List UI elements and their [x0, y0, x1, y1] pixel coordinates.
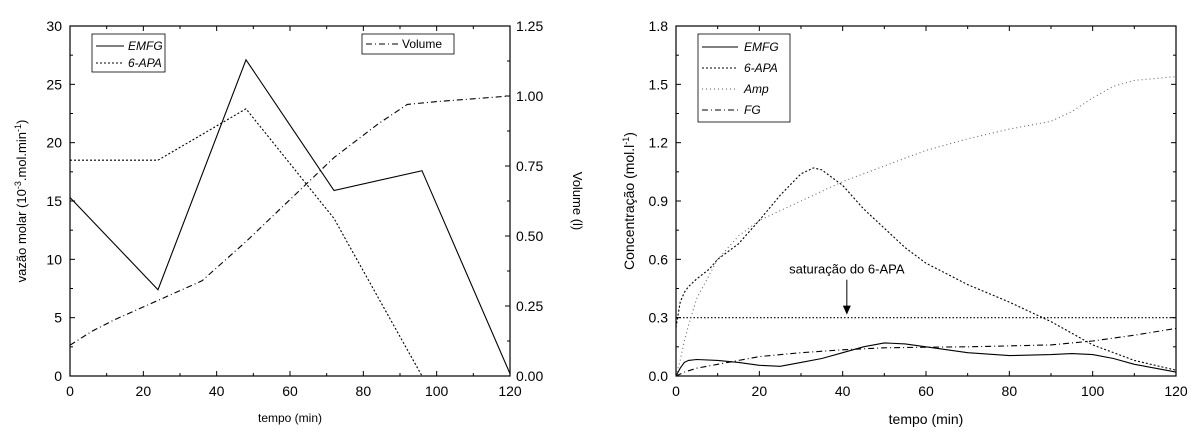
right-y-axis-label-end: ) [621, 132, 637, 137]
right-x-tick-label: 80 [1002, 383, 1018, 399]
annotation-arrow-head [842, 305, 851, 315]
right-y-tick-label: 1.2 [649, 135, 669, 151]
right-y-axis-label-sup: -1 [621, 137, 631, 145]
left-plot-frame [69, 25, 511, 377]
right-y-tick-label: 0.9 [649, 193, 669, 209]
left-y2-ticks: 0.00 0.25 0.50 0.75 1.00 1.25 [505, 18, 543, 384]
left-y-axis-label-main: vazão molar (10 [14, 189, 29, 282]
left-y-axis-label-rest: .mol.min [14, 132, 29, 181]
left-y2-tick-label: 0.75 [516, 158, 543, 174]
left-series-volume [69, 95, 511, 346]
right-y-axis-label: Concentração (mol.l-1) [621, 132, 637, 270]
left-series-emfg [69, 58, 511, 374]
left-y2-tick-label: 0.25 [516, 298, 543, 314]
left-y2-tick-label: 1.25 [516, 18, 543, 34]
left-y-tick-label: 30 [46, 18, 62, 34]
right-y-tick-label: 0.3 [649, 310, 669, 326]
right-x-ticks: 0 20 40 60 80 100 120 [672, 26, 1188, 399]
right-y-ticks: 0.0 0.3 0.6 0.9 1.2 1.5 1.8 [649, 18, 1176, 384]
left-series-6-apa [70, 108, 423, 377]
right-y-tick-label: 1.8 [649, 18, 669, 34]
left-y-tick-label: 5 [54, 310, 62, 326]
left-y-axis-label-end: ) [14, 120, 29, 124]
left-series [69, 58, 511, 377]
left-y-axis-label: vazão molar (10-3.mol.min-1) [13, 120, 29, 283]
legend-label-6apa: 6-APA [128, 56, 162, 70]
left-y2-axis-label: Volume (l) [570, 172, 585, 231]
right-x-tick-label: 0 [672, 383, 680, 399]
left-chart: 0 20 40 60 80 100 120 0 5 10 15 20 25 30 0.00 0.25 0.5… [13, 18, 585, 425]
left-y2-tick-label: 1.00 [516, 88, 543, 104]
left-legend-main: EMFG 6-APA [91, 33, 166, 73]
right-y-axis-label-main: Concentração (mol.l [621, 145, 637, 270]
right-series [675, 76, 1177, 377]
right-x-tick-label: 20 [752, 383, 768, 399]
left-y-tick-label: 15 [46, 193, 62, 209]
right-x-axis-label: tempo (min) [889, 411, 964, 427]
right-series-fg [675, 327, 1177, 377]
legend-label-fg: FG [744, 103, 761, 117]
left-y-ticks: 0 5 10 15 20 25 30 [46, 18, 75, 384]
left-y-axis-label-sup2: -1 [13, 124, 23, 132]
legend-label-emfg: EMFG [128, 39, 163, 53]
left-y2-tick-label: 0.50 [516, 228, 543, 244]
right-x-tick-label: 40 [835, 383, 851, 399]
saturation-annotation: saturação do 6-APA [789, 262, 905, 315]
left-y2-tick-label: 0.00 [516, 368, 543, 384]
right-series-6-apa [675, 167, 1177, 371]
right-series-emfg [675, 342, 1177, 377]
left-x-axis-label: tempo (min) [258, 411, 322, 425]
left-x-tick-label: 0 [66, 383, 74, 399]
left-x-tick-label: 80 [356, 383, 372, 399]
left-y-tick-label: 20 [46, 135, 62, 151]
right-legend-box [697, 33, 791, 123]
right-y-tick-label: 1.5 [649, 76, 669, 92]
left-y-tick-label: 0 [54, 368, 62, 384]
left-x-tick-label: 60 [282, 383, 298, 399]
right-x-tick-label: 60 [918, 383, 934, 399]
left-x-tick-label: 40 [209, 383, 225, 399]
left-x-tick-label: 120 [498, 383, 522, 399]
left-x-tick-label: 100 [425, 383, 449, 399]
legend-label-emfg-r: EMFG [744, 40, 779, 54]
right-x-tick-label: 120 [1164, 383, 1188, 399]
saturation-annotation-text: saturação do 6-APA [789, 262, 905, 277]
right-chart: 0 20 40 60 80 100 120 0.0 0.3 0.6 0.9 1.2 1.5 1.8 sa… [621, 18, 1188, 427]
legend-label-volume: Volume [402, 37, 442, 51]
left-x-ticks: 0 20 40 60 80 100 120 [66, 26, 522, 399]
left-y-tick-label: 25 [46, 76, 62, 92]
right-y-tick-label: 0.6 [649, 251, 669, 267]
right-y-tick-label: 0.0 [649, 368, 669, 384]
left-x-tick-label: 20 [136, 383, 152, 399]
left-y-axis-label-sup: -3 [13, 181, 23, 189]
right-x-tick-label: 100 [1081, 383, 1105, 399]
left-legend-box [91, 33, 166, 73]
legend-label-6apa-r: 6-APA [744, 61, 778, 75]
legend-label-amp: Amp [743, 82, 769, 96]
volume-legend-box [361, 33, 455, 55]
left-y-tick-label: 10 [46, 251, 62, 267]
left-legend-volume: Volume [361, 33, 455, 55]
right-legend: EMFG 6-APA Amp FG [697, 33, 791, 123]
